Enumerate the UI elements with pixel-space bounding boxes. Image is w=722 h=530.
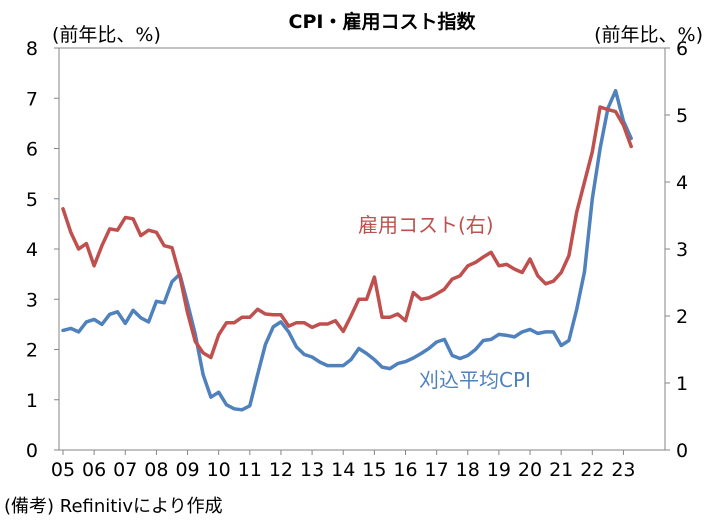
- x-tick-label: 17: [425, 459, 449, 481]
- left-tick-label: 1: [26, 390, 38, 412]
- x-tick-label: 18: [456, 459, 480, 481]
- x-tick-label: 20: [518, 459, 542, 481]
- right-tick-label: 2: [676, 306, 688, 328]
- x-tick-label: 10: [207, 459, 231, 481]
- x-tick-label: 22: [580, 459, 604, 481]
- chart-title: CPI・雇用コスト指数: [289, 10, 477, 33]
- x-tick-label: 21: [549, 459, 573, 481]
- x-tick-label: 07: [113, 459, 137, 481]
- x-tick-label: 16: [393, 459, 417, 481]
- source-note: (備考) Refinitivにより作成: [4, 496, 223, 517]
- plot-area: [58, 47, 666, 451]
- left-tick-label: 8: [26, 38, 38, 60]
- x-tick-label: 15: [362, 459, 386, 481]
- right-tick-label: 5: [676, 105, 688, 127]
- x-axis: 05 06 07 08 09 10 11 12 13 14 15 16 17 18 19 20 21 22 23: [51, 450, 636, 481]
- x-tick-label: 14: [331, 459, 355, 481]
- x-tick-label: 11: [238, 459, 262, 481]
- x-tick-label: 05: [51, 459, 75, 481]
- left-tick-label: 4: [26, 239, 38, 261]
- right-tick-label: 3: [676, 239, 688, 261]
- right-axis: 0 1 2 3 4 5 6: [665, 38, 688, 462]
- x-tick-label: 08: [144, 459, 168, 481]
- left-axis-unit: (前年比、%): [52, 24, 161, 46]
- wage-series-line: [61, 105, 633, 360]
- x-tick-label: 09: [175, 459, 199, 481]
- x-tick-label: 23: [611, 459, 635, 481]
- left-tick-label: 2: [26, 340, 38, 362]
- right-tick-label: 6: [676, 38, 688, 60]
- cpi-series-label: 刈込平均CPI: [419, 368, 531, 392]
- right-axis-unit: (前年比、%): [594, 24, 703, 46]
- series-layer: [61, 88, 633, 412]
- wage-series-label: 雇用コスト(右): [358, 213, 494, 237]
- right-tick-label: 4: [676, 172, 688, 194]
- left-tick-label: 0: [26, 440, 38, 462]
- x-tick-label: 06: [82, 459, 106, 481]
- left-tick-label: 5: [26, 189, 38, 211]
- left-axis: 0 1 2 3 4 5 6 7 8: [26, 38, 59, 462]
- right-tick-label: 1: [676, 373, 688, 395]
- left-tick-label: 3: [26, 289, 38, 311]
- x-tick-label: 13: [300, 459, 324, 481]
- x-tick-label: 12: [269, 459, 293, 481]
- left-tick-label: 6: [26, 139, 38, 161]
- right-tick-label: 0: [676, 440, 688, 462]
- cpi-series-line: [61, 88, 633, 412]
- left-tick-label: 7: [26, 88, 38, 110]
- x-tick-label: 19: [487, 459, 511, 481]
